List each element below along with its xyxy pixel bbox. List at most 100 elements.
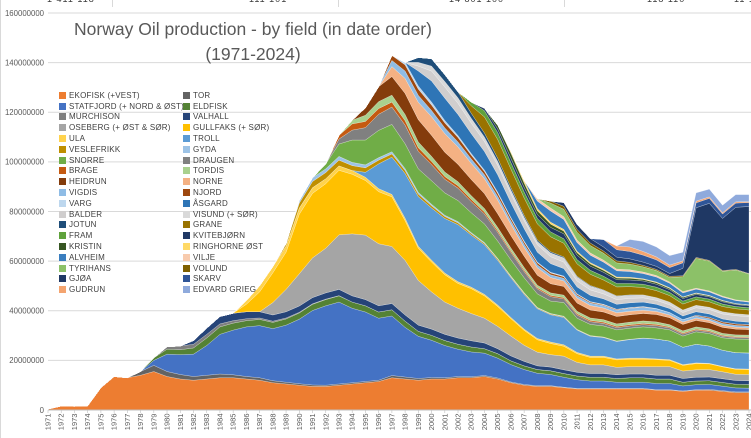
area-series <box>47 76 750 410</box>
legend-swatch-icon <box>59 135 66 143</box>
area-series <box>47 66 750 410</box>
legend-item: ULA <box>59 134 183 143</box>
legend-label: VESLEFRIKK <box>69 144 121 154</box>
legend-label: VOLUND <box>193 263 228 273</box>
legend-item: ÅSGARD <box>183 199 333 208</box>
x-axis-label: 1972 <box>57 414 66 431</box>
legend-label: GRANE <box>193 220 223 230</box>
legend-item: VESLEFRIKK <box>59 145 183 154</box>
legend-label: SKARV <box>193 274 221 284</box>
x-axis-label: 2003 <box>467 414 476 431</box>
legend-item: DRAUGEN <box>183 156 333 165</box>
legend-item: GJØA <box>59 274 183 283</box>
legend-row: OSEBERG (+ ØST & SØR) GULLFAKS (+ SØR) <box>59 122 333 133</box>
x-axis-label: 1980 <box>163 414 172 431</box>
legend-item: GULLFAKS (+ SØR) <box>183 123 333 132</box>
legend-row: ULA TROLL <box>59 133 333 144</box>
clipped-cell-text: 1 411 118 <box>47 0 95 4</box>
legend-swatch-icon <box>183 102 190 110</box>
legend-swatch-icon <box>183 221 190 229</box>
clipped-cell-text: 11 11 <box>734 0 751 4</box>
area-series <box>47 55 750 410</box>
legend-swatch-icon <box>59 167 66 175</box>
area-series <box>47 55 750 410</box>
cell-border <box>338 0 339 7</box>
legend-swatch-icon <box>183 145 190 153</box>
legend-item: TOR <box>183 91 333 100</box>
legend-label: ULA <box>69 134 86 144</box>
legend-row: VIGDIS NJORD <box>59 187 333 198</box>
legend-row: BALDER VISUND (+ SØR) <box>59 209 333 220</box>
legend-row: VARG ÅSGARD <box>59 198 333 209</box>
cell-border <box>112 0 113 7</box>
legend-swatch-icon <box>59 253 66 261</box>
legend-row: ALVHEIM VILJE <box>59 252 333 263</box>
legend-swatch-icon <box>59 178 66 186</box>
area-series <box>47 55 750 410</box>
legend-item: VIGDIS <box>59 188 183 197</box>
legend-item: EKOFISK (+VEST) <box>59 91 183 100</box>
legend-swatch-icon <box>183 253 190 261</box>
legend-item: VOLUND <box>183 264 333 273</box>
area-series <box>47 124 750 410</box>
x-axis-label: 2019 <box>678 414 687 431</box>
legend-label: KRISTIN <box>69 242 102 252</box>
legend-label: ALVHEIM <box>69 252 105 262</box>
legend-swatch-icon <box>183 156 190 164</box>
clipped-cell-text: 14 801 100 <box>449 0 504 4</box>
legend-item: KRISTIN <box>59 242 183 251</box>
legend-swatch-icon <box>59 102 66 110</box>
legend-swatch-icon <box>59 232 66 240</box>
x-axis-label: 2023 <box>731 414 740 431</box>
area-series <box>47 55 750 410</box>
x-axis-label: 2020 <box>692 414 701 431</box>
area-series <box>47 55 750 410</box>
legend-swatch-icon <box>183 135 190 143</box>
area-series <box>47 101 750 410</box>
x-axis-label: 1982 <box>189 414 198 431</box>
legend-item: BALDER <box>59 210 183 219</box>
legend-swatch-icon <box>183 167 190 175</box>
x-axis-label: 2001 <box>440 414 449 431</box>
x-axis-label: 2012 <box>586 414 595 431</box>
legend-swatch-icon <box>59 124 66 132</box>
y-axis-label: 0 <box>40 406 45 415</box>
area-series <box>47 55 750 410</box>
x-axis-label: 1991 <box>308 414 317 431</box>
y-axis-label: 100000000 <box>5 158 45 167</box>
legend-item: TYRIHANS <box>59 264 183 273</box>
legend-label: RINGHORNE ØST <box>193 242 264 252</box>
legend-label: TROLL <box>193 134 220 144</box>
legend-item: TROLL <box>183 134 333 143</box>
y-axis-label: 140000000 <box>5 58 45 67</box>
x-axis-label: 2015 <box>625 414 634 431</box>
x-axis-label: 1993 <box>334 414 343 431</box>
legend-label: VIGDIS <box>69 188 98 198</box>
legend-swatch-icon <box>183 275 190 283</box>
legend-item: SNORRE <box>59 156 183 165</box>
legend-item: EDVARD GRIEG <box>183 285 333 294</box>
legend-item: JOTUN <box>59 220 183 229</box>
legend-swatch-icon <box>183 210 190 218</box>
x-axis-label: 1986 <box>242 414 251 431</box>
area-series <box>47 55 750 410</box>
legend-label: SNORRE <box>69 155 105 165</box>
legend-swatch-icon <box>59 286 66 294</box>
area-series <box>47 55 750 410</box>
legend-swatch-icon <box>59 243 66 251</box>
y-axis-label: 80000000 <box>9 207 44 216</box>
y-axis-label: 160000000 <box>5 9 45 18</box>
legend-label: STATFJORD (+ NORD & ØST) <box>69 101 184 111</box>
legend-swatch-icon <box>183 264 190 272</box>
legend-item: MURCHISON <box>59 112 183 121</box>
x-axis-label: 1979 <box>149 414 158 431</box>
area-series <box>47 55 750 410</box>
legend-row: GUDRUN EDVARD GRIEG <box>59 284 333 295</box>
legend-swatch-icon <box>183 243 190 251</box>
area-series <box>47 94 750 410</box>
legend-item: HEIDRUN <box>59 177 183 186</box>
x-axis-label: 2010 <box>559 414 568 431</box>
x-axis-label: 1978 <box>136 414 145 431</box>
